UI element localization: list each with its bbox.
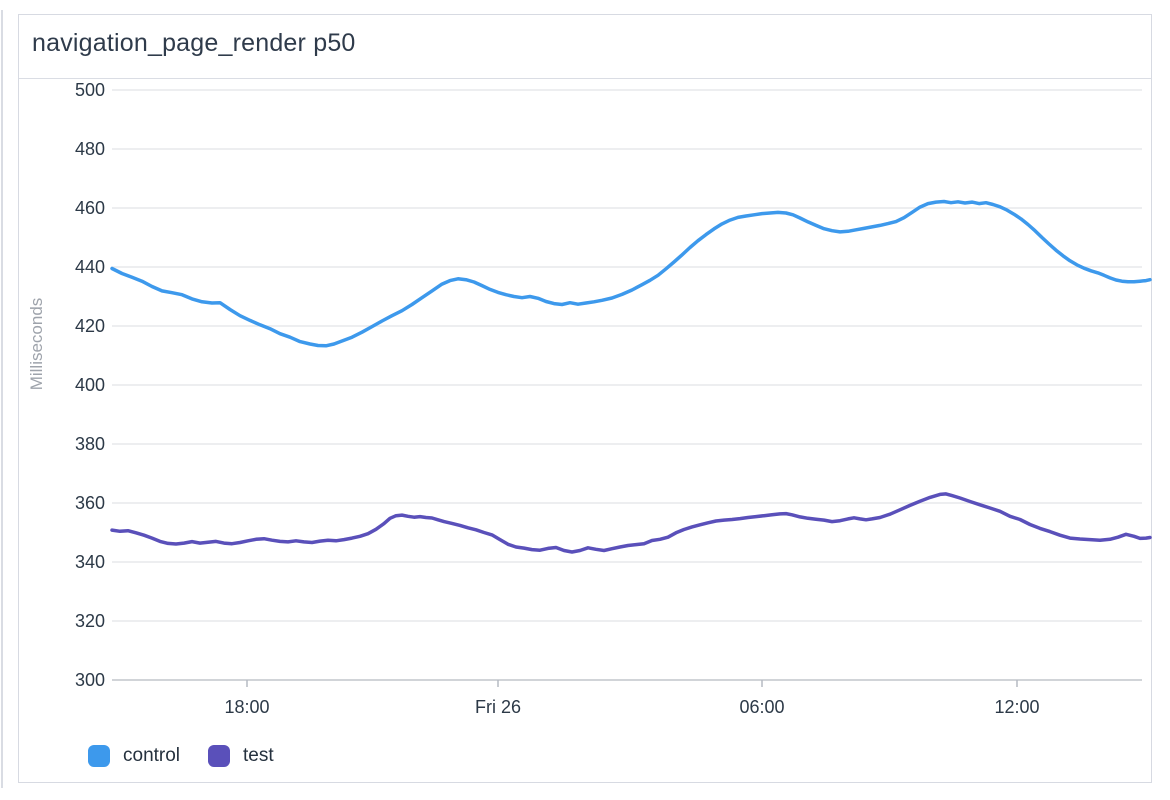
y-tick-label: 420	[74, 316, 105, 336]
y-tick-label: 340	[74, 552, 105, 572]
legend-label-control: control	[123, 745, 181, 766]
y-tick-label: 440	[74, 257, 105, 277]
legend-swatch-test	[208, 745, 231, 767]
x-tick-label: 06:00	[739, 697, 785, 717]
legend: control test	[88, 745, 274, 767]
series-line-control	[110, 199, 1152, 348]
y-tick-label: 320	[74, 611, 105, 631]
x-tick-label: Fri 26	[474, 697, 521, 717]
legend-item-control[interactable]: control	[88, 745, 180, 767]
panel-header: navigation_page_render p50	[19, 15, 1151, 79]
series-line-test	[110, 492, 1152, 554]
y-tick-label: 300	[74, 670, 105, 690]
adjacent-panel-edge	[1, 10, 3, 788]
y-tick-label: 500	[74, 80, 105, 100]
y-tick-label: 380	[74, 434, 105, 454]
chart-panel: navigation_page_render p50	[18, 14, 1152, 783]
panel-title: navigation_page_render p50	[32, 29, 356, 57]
y-tick-label: 400	[74, 375, 105, 395]
y-tick-label: 480	[74, 139, 105, 159]
y-tick-label: 460	[74, 198, 105, 218]
legend-label-test: test	[243, 745, 274, 766]
y-tick-label: 360	[74, 493, 105, 513]
legend-item-test[interactable]: test	[208, 745, 274, 767]
x-tick-label: 18:00	[224, 697, 270, 717]
x-tick-label: 12:00	[994, 697, 1040, 717]
legend-swatch-control	[88, 745, 110, 767]
